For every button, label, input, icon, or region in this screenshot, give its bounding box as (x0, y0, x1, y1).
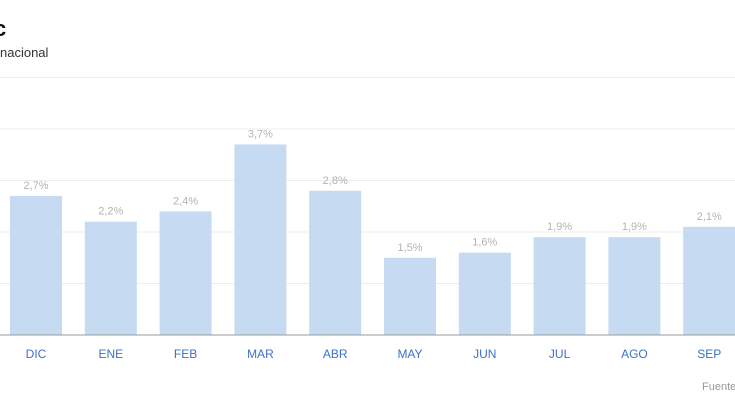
bar-feb[interactable] (159, 211, 212, 335)
tick-label-may: MAY (397, 347, 422, 361)
bar-abr[interactable] (309, 190, 362, 335)
bar-ene[interactable] (84, 221, 137, 335)
bar-dic[interactable] (10, 195, 62, 335)
value-label-abr: 2,8% (323, 175, 348, 187)
value-labels: 2,7% 2,2% 2,4% 3,7% 2,8% 1,5% 1,6% 1,9% 1,9% 2,1% (23, 128, 721, 253)
value-label-dic: 2,7% (23, 180, 48, 192)
value-label-jul: 1,9% (547, 221, 572, 233)
tick-label-jul: JUL (549, 347, 571, 361)
bar-mar[interactable] (234, 144, 287, 335)
bar-jun[interactable] (458, 252, 511, 335)
value-label-ago: 1,9% (622, 221, 647, 233)
bars (10, 144, 735, 335)
tick-label-feb: FEB (174, 347, 197, 361)
tick-label-ago: AGO (621, 347, 648, 361)
tick-label-abr: ABR (323, 347, 348, 361)
tick-label-dic: DIC (26, 347, 47, 361)
tick-label-ene: ENE (98, 347, 123, 361)
bar-jul[interactable] (533, 237, 586, 335)
source-note: Fuente (702, 381, 735, 393)
tick-label-mar: MAR (247, 347, 274, 361)
bar-ago[interactable] (608, 237, 661, 335)
value-label-jun: 1,6% (472, 237, 497, 249)
value-label-ene: 2,2% (98, 206, 123, 218)
value-label-may: 1,5% (397, 242, 422, 254)
bar-may[interactable] (384, 257, 436, 335)
chart-subtitle: nacional (0, 45, 49, 60)
chart-title: c (0, 16, 7, 41)
tick-label-sep: SEP (697, 347, 721, 361)
value-label-feb: 2,4% (173, 195, 198, 207)
tick-label-jun: JUN (473, 347, 496, 361)
bar-sep[interactable] (683, 226, 735, 335)
x-axis-tick-labels: DIC ENE FEB MAR ABR MAY JUN JUL AGO SEP (26, 347, 722, 361)
value-label-mar: 3,7% (248, 128, 273, 140)
value-label-sep: 2,1% (697, 211, 722, 223)
